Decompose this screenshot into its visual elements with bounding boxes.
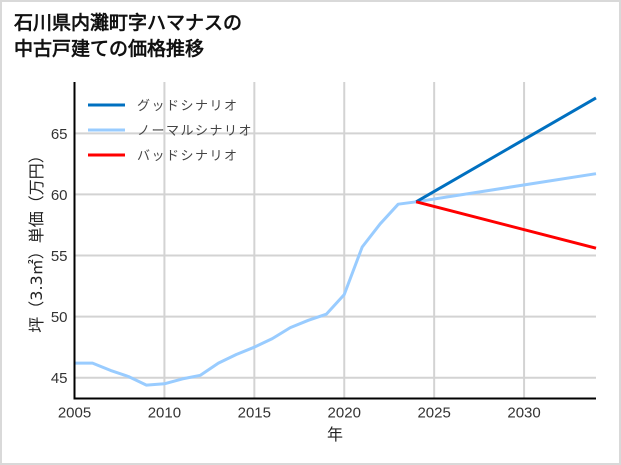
x-tick-label: 2005 (58, 405, 91, 422)
legend-label: バッドシナリオ (137, 149, 239, 164)
series-line (415, 200, 597, 250)
y-tick-label: 60 (51, 187, 68, 204)
y-tick-label: 45 (51, 370, 68, 387)
x-tick-label: 2030 (507, 405, 540, 422)
y-tick-label: 65 (51, 126, 68, 143)
series-lines (74, 96, 597, 387)
y-tick-label: 50 (51, 309, 68, 326)
chart-title-line1: 石川県内灘町字ハマナスの (14, 12, 243, 34)
series-line (74, 172, 597, 387)
chart-title-line2: 中古戸建ての価格推移 (14, 38, 205, 60)
x-tick-label: 2010 (148, 405, 181, 422)
chart-title: 石川県内灘町字ハマナスの 中古戸建ての価格推移 (14, 10, 242, 62)
series-line (415, 96, 597, 204)
y-tick-label: 55 (51, 248, 68, 265)
x-axis-label: 年 (327, 425, 343, 444)
x-tick-label: 2020 (328, 405, 361, 422)
legend-label: ノーマルシナリオ (137, 124, 253, 139)
gridlines (74, 82, 596, 399)
x-tick-label: 2015 (238, 405, 271, 422)
axes (73, 82, 596, 400)
y-axis-label: 坪（3.3㎡）単価（万円） (27, 147, 46, 332)
x-tick-label: 2025 (417, 405, 450, 422)
legend-label: グッドシナリオ (137, 99, 239, 114)
tick-labels: 2005 2010 2015 2020 2025 2030 45 50 55 60 65 (51, 126, 541, 422)
